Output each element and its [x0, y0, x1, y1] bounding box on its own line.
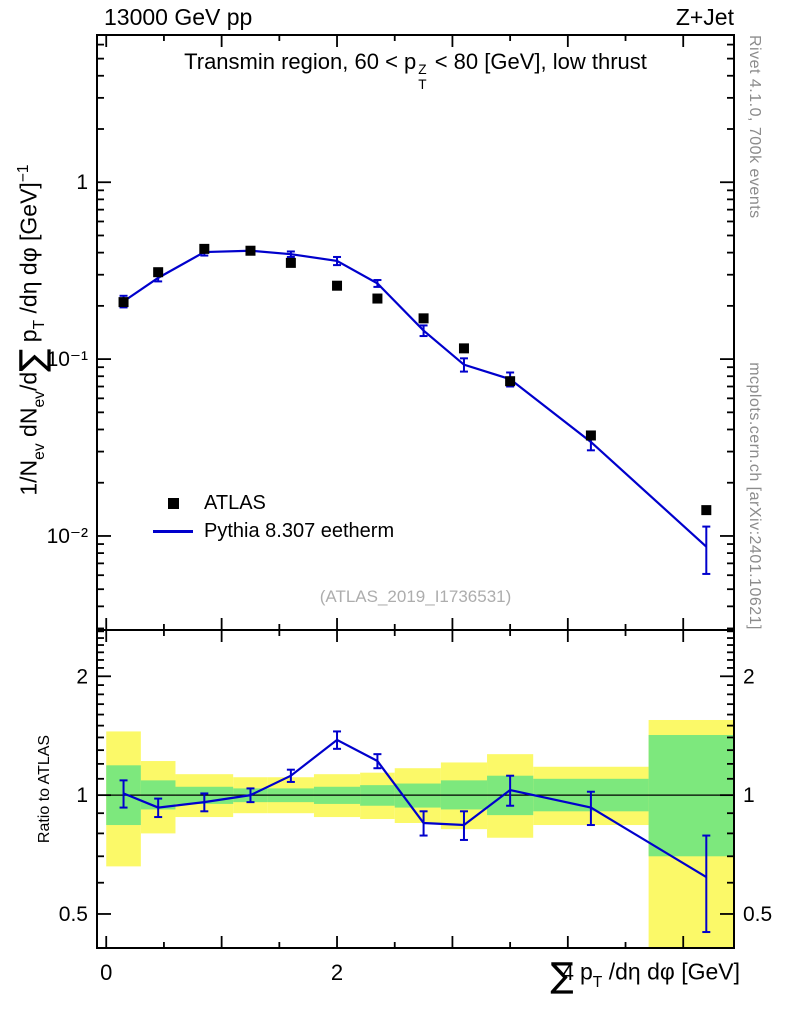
mcplots-arxiv-note: mcplots.cern.ch [arXiv:2401.10621]: [746, 362, 763, 630]
pythia-curve: [119, 246, 711, 575]
svg-text:10⁻¹: 10⁻¹: [47, 348, 88, 371]
svg-text:10⁻²: 10⁻²: [47, 525, 88, 548]
process-label: Z+Jet: [675, 4, 734, 30]
tick-labels: 10⁻² 10⁻¹ 1 0.5 0.5 1 1 2 2 0 2 4: [47, 171, 773, 985]
ratio-y-axis-label: Ratio to ATLAS: [36, 734, 53, 844]
rivet-version-note: Rivet 4.1.0, 700k events: [746, 35, 763, 219]
svg-text:2: 2: [76, 665, 88, 688]
x-axis-label: ∑ pT /dη dφ [GeV]: [550, 956, 740, 996]
ticks: [97, 35, 734, 948]
uncertainty-bands: [106, 719, 734, 948]
legend-label-pythia: Pythia 8.307 eetherm: [204, 520, 395, 542]
frames: [96, 34, 735, 949]
atlas-points: [118, 243, 712, 516]
svg-text:0.5: 0.5: [59, 903, 88, 926]
svg-text:4: 4: [562, 960, 574, 985]
beam-energy-label: 13000 GeV pp: [104, 4, 253, 30]
svg-text:2: 2: [331, 960, 343, 985]
svg-text:2: 2: [743, 665, 755, 688]
svg-text:0: 0: [100, 960, 112, 985]
legend: ATLAS Pythia 8.307 eetherm: [152, 491, 394, 544]
legend-item-pythia: Pythia 8.307 eetherm: [152, 519, 394, 544]
analysis-watermark: (ATLAS_2019_I1736531): [319, 587, 512, 606]
svg-text:1: 1: [76, 171, 88, 194]
y-axis-label: 1/Nev dNev/d∑ pT /dη dφ [GeV]−1: [13, 164, 53, 496]
svg-text:0.5: 0.5: [743, 903, 772, 926]
line-marker-icon: [153, 530, 193, 533]
pythia-ratio-curve: [119, 730, 711, 934]
legend-swatch: [152, 498, 194, 509]
svg-text:1: 1: [743, 784, 755, 807]
yellow-band: [106, 719, 734, 948]
legend-item-atlas: ATLAS: [152, 491, 394, 516]
svg-text:1: 1: [76, 784, 88, 807]
square-marker-icon: [167, 498, 179, 509]
legend-label-atlas: ATLAS: [204, 492, 266, 514]
legend-swatch: [152, 530, 194, 533]
